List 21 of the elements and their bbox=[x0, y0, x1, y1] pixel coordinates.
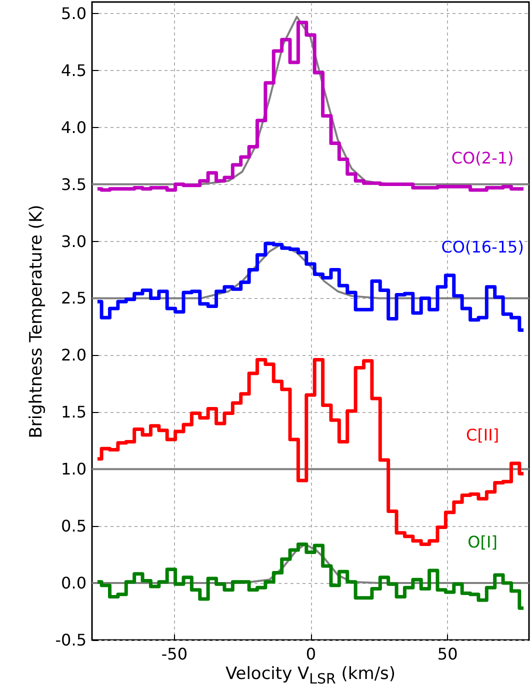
series-label: CO(2-1) bbox=[451, 148, 514, 168]
series-label: CO(16-15) bbox=[441, 237, 524, 256]
x-tick-label: 50 bbox=[437, 644, 458, 664]
x-axis-title: Velocity V$_{LSR}$ (km/s) bbox=[224, 664, 397, 688]
y-tick-label: 0.5 bbox=[61, 516, 86, 536]
y-tick-label: 2.0 bbox=[61, 346, 86, 365]
y-tick-label: 5.0 bbox=[61, 4, 86, 23]
series-label: C[II] bbox=[466, 425, 500, 444]
y-tick-label: 3.0 bbox=[61, 232, 86, 251]
y-tick-label: 4.0 bbox=[61, 118, 86, 137]
y-tick-label: 0.0 bbox=[61, 574, 86, 593]
series-label: O[I] bbox=[468, 532, 498, 552]
x-tick-label: 0 bbox=[306, 644, 316, 664]
y-tick-label: 3.5 bbox=[61, 174, 86, 194]
y-axis-title: Brightness Temperature (K) bbox=[26, 204, 46, 438]
y-tick-label: -0.5 bbox=[55, 630, 86, 650]
y-tick-label: 1.5 bbox=[61, 402, 86, 422]
y-tick-label: 1.0 bbox=[61, 460, 86, 479]
x-tick-label: -50 bbox=[161, 644, 188, 664]
y-tick-label: 2.5 bbox=[61, 288, 86, 308]
y-tick-label: 4.5 bbox=[61, 60, 86, 80]
